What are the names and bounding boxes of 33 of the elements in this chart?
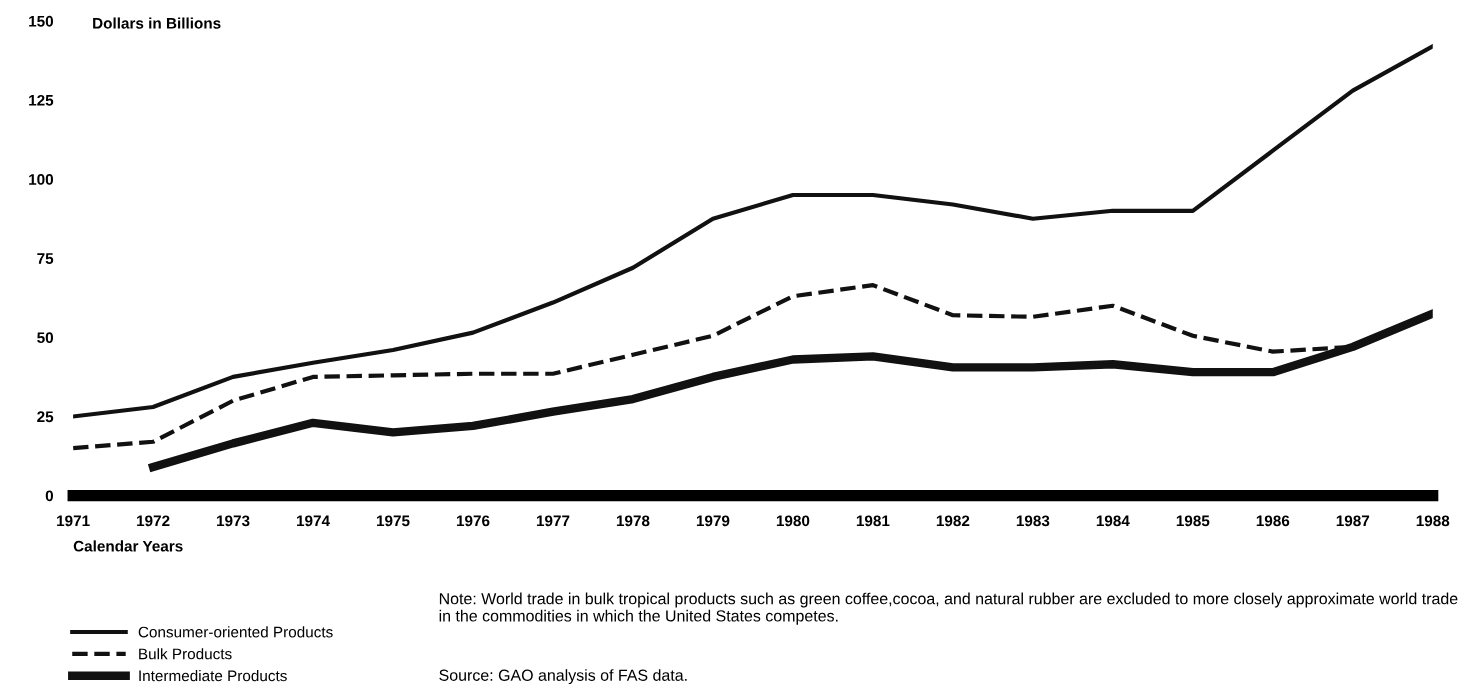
x-tick-label: 1974 [297,515,330,527]
x-tick-label: 1975 [376,515,410,527]
x-tick-label: 1987 [1336,515,1370,527]
x-tick-label: 1976 [456,515,490,527]
y-tick-label: 150 [29,15,54,27]
x-tick-label: 1980 [776,515,810,527]
x-tick-label: 1986 [1256,515,1290,527]
line-series [73,44,1433,419]
legend-label: Consumer-oriented Products [138,626,333,638]
x-tick-label: 1971 [57,515,90,527]
x-tick-label: 1982 [936,515,970,527]
x-tick-label: 1985 [1176,515,1210,527]
x-tick-label: 1988 [1416,515,1450,527]
x-tick-label: 1978 [616,515,650,527]
y-tick-label: 25 [37,411,54,423]
x-tick-label: 1979 [696,515,730,527]
y-tick-label: 50 [37,332,54,344]
x-tick-label: 1983 [1016,515,1050,527]
x-tick-label: 1977 [536,515,570,527]
x-tick-label: 1973 [217,515,250,527]
x-tick-label: 1972 [137,515,170,527]
text: Note: World trade in bulk tropical products such as green coffee,cocoa, and natural rubber are excluded to more closely approximate world trade in the commodities in which the United States competes. [439,592,1458,625]
x-axis-title: Calendar Years [73,540,183,552]
y-axis-title: Dollars in Billions [93,17,221,29]
y-tick-label: 125 [29,94,54,106]
y-tick-label: 0 [45,490,54,502]
source-note: Source: GAO analysis of FAS data. [439,669,687,685]
y-tick-label: 75 [37,253,54,264]
y-tick-label: 100 [29,174,54,185]
x-tick-label: 1981 [856,515,890,527]
legend-label: Intermediate Products [139,670,287,682]
x-tick-label: 1984 [1096,515,1130,527]
legend-label: Bulk Products [139,648,232,660]
